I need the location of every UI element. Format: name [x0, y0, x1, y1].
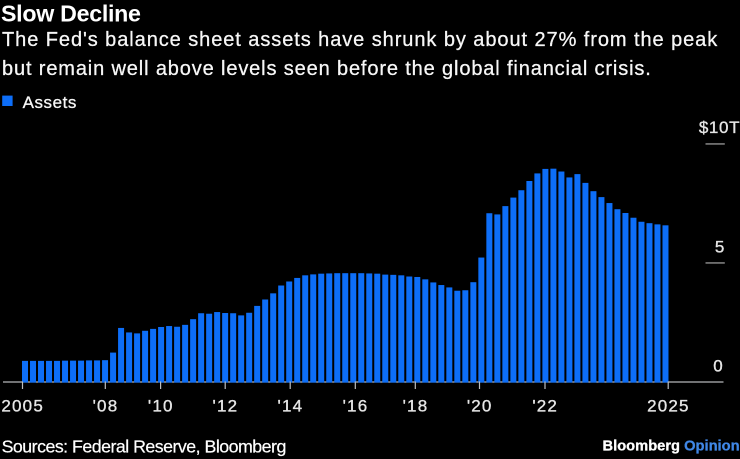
svg-text:but remain well above levels s: but remain well above levels seen before…: [2, 58, 652, 80]
svg-text:Assets: Assets: [23, 93, 77, 112]
svg-text:'20: '20: [467, 397, 493, 416]
svg-text:Sources: Federal Reserve, Bloo: Sources: Federal Reserve, Bloomberg: [2, 437, 286, 457]
svg-text:0: 0: [713, 356, 722, 375]
svg-text:'16: '16: [343, 397, 369, 416]
svg-text:Bloomberg Opinion: Bloomberg Opinion: [603, 438, 740, 454]
svg-text:'10: '10: [148, 397, 174, 416]
svg-text:5: 5: [715, 238, 724, 257]
svg-text:2005: 2005: [1, 397, 44, 416]
svg-text:'18: '18: [403, 397, 429, 416]
svg-text:'22: '22: [532, 397, 558, 416]
svg-text:'14: '14: [278, 397, 304, 416]
svg-text:$10T: $10T: [699, 118, 740, 137]
svg-text:2025: 2025: [647, 397, 690, 416]
svg-text:'08: '08: [93, 397, 119, 416]
svg-text:The Fed's balance sheet assets: The Fed's balance sheet assets have shru…: [2, 29, 718, 51]
svg-text:'12: '12: [213, 397, 239, 416]
svg-text:Slow Decline: Slow Decline: [1, 1, 141, 27]
